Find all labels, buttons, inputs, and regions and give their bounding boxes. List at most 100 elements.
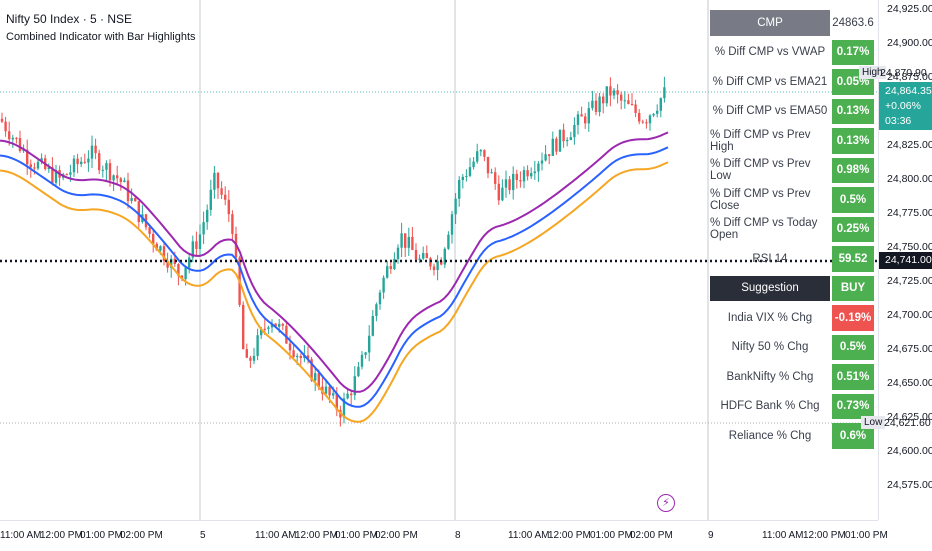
metric-row: % Diff CMP vs EMA21 0.05% [710,69,874,95]
indicator-title[interactable]: Combined Indicator with Bar Highlights [6,31,196,43]
candle-body [15,137,18,139]
candle-body [411,236,414,250]
last-price: 24,864.35 [885,85,932,97]
candle-body [425,253,428,259]
candle-body [400,233,403,248]
market-label: Nifty 50 % Chg [731,341,809,354]
metric-row: % Diff CMP vs Prev Close 0.5% [710,187,874,213]
candle-body [108,163,112,181]
candle-body [94,145,97,154]
time-tick: 02:00 PM [120,530,163,541]
candle-body [641,121,644,123]
candle-body [555,138,558,152]
candle-body [69,172,72,175]
candle-body [324,386,328,394]
price-tick: 24,600.00 [887,445,932,457]
lightning-icon[interactable]: ⚡ [657,494,675,512]
candle-body [486,156,490,174]
metric-value: 0.98% [832,157,874,183]
candle-body [483,150,486,157]
candle-body [422,253,425,259]
candle-body [252,355,256,361]
candle-body [87,158,90,163]
candle-body [162,246,166,261]
candle-body [659,98,662,111]
market-label: India VIX % Chg [727,311,813,324]
candle-body [533,171,536,174]
candle-body [645,122,648,124]
metric-label: % Diff CMP vs VWAP [714,46,826,59]
candle-body [0,118,4,122]
price-tick: 24,725.00 [887,275,932,287]
time-tick: 12:00 PM [803,530,846,541]
candle-body [209,189,212,210]
market-value: 0.51% [832,364,874,390]
candle-body [123,180,126,183]
candle-body [72,158,76,173]
candle-body [306,355,310,360]
metric-label: % Diff CMP vs EMA21 [712,75,828,88]
cmp-label: CMP [710,10,830,36]
candle-body [18,138,22,152]
suggestion-value: BUY [832,275,874,301]
candle-body [263,328,266,330]
candle-body [465,175,468,177]
candle-body [274,323,277,327]
candle-body [472,161,475,168]
candle-body [335,393,338,410]
market-row: India VIX % Chg -0.19% [710,305,874,331]
candle-body [605,86,608,104]
candle-body [458,179,461,199]
candle-body [620,94,623,101]
candle-body [310,359,313,381]
price-tick: 24,650.00 [887,377,932,389]
candle-body [551,138,554,156]
candle-body [663,87,666,99]
candle-body [418,258,421,260]
candle-body [360,354,364,367]
low-price-label: 24,621.60 [884,417,931,429]
candle-body [447,234,450,249]
candle-body [4,121,7,132]
candle-body [11,137,14,140]
candle-body [648,115,652,124]
candle-body [386,266,389,278]
time-axis[interactable]: 11:00 AM 12:00 PM 01:00 PM 02:00 PM 5 11:00 A… [0,520,888,551]
symbol-title[interactable]: Nifty 50 Index · 5 · NSE [6,12,133,26]
bar-countdown: 03:36 [885,115,912,127]
price-tick: 24,800.00 [887,173,932,185]
candle-body [26,149,29,165]
candle-body [587,108,590,124]
metric-value: 0.13% [832,128,874,154]
metric-row: RSI 14 59.52 [710,246,874,272]
candle-body [47,167,50,170]
candle-body [65,174,68,176]
price-tick: 24,750.00 [887,241,932,253]
candle-body [159,246,162,251]
candle-body [213,172,216,190]
candle-body [198,234,202,249]
market-value: 0.5% [832,334,874,360]
candle-body [364,352,367,355]
candle-body [36,161,40,169]
candle-body [357,366,360,377]
candle-body [40,158,43,162]
candle-body [216,172,220,189]
metric-value: 0.5% [832,187,874,213]
candle-body [623,100,626,102]
time-tick: 12:00 PM [295,530,338,541]
candle-body [450,214,454,235]
candle-body [504,179,508,188]
candle-body [134,197,137,202]
candle-body [245,349,248,358]
candle-body [526,170,529,177]
candle-body [584,116,587,124]
candle-body [80,161,83,165]
candle-body [342,398,346,418]
candle-body [288,343,292,351]
metric-label: % Diff CMP vs EMA50 [712,105,828,118]
metric-value: 0.25% [832,216,874,242]
candle-body [371,316,374,336]
time-tick: 01:00 PM [335,530,378,541]
